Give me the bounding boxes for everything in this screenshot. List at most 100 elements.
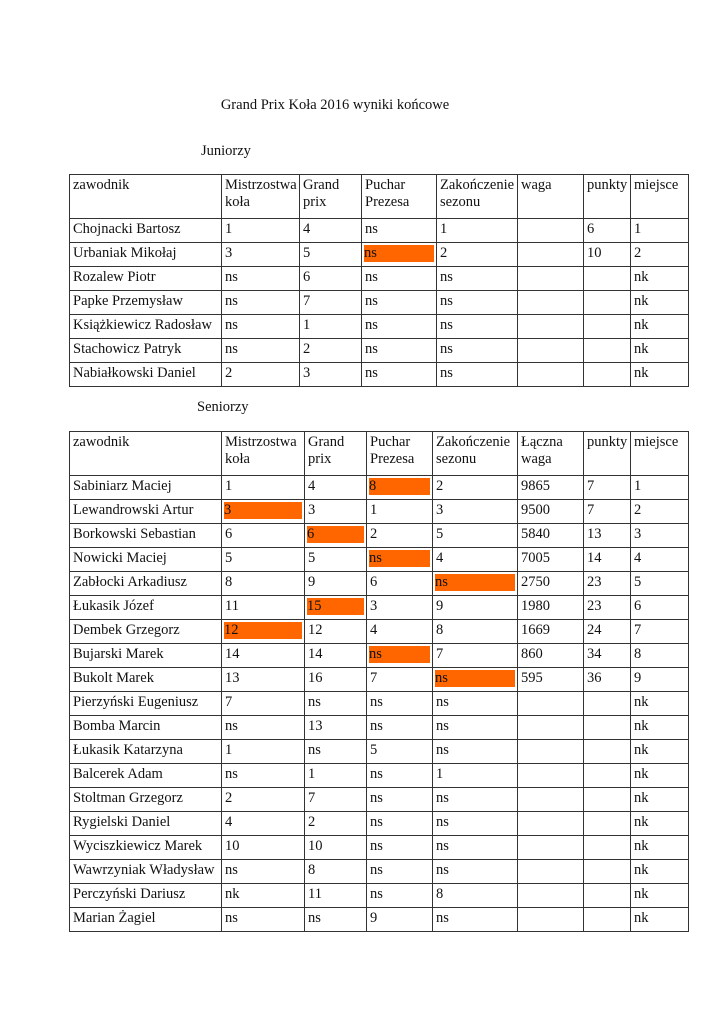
table-row: Bomba Marcin ns 13 ns ns nk bbox=[69, 715, 689, 740]
result-cell: 2 bbox=[221, 787, 305, 812]
result-cell: 12 bbox=[221, 619, 305, 644]
column-header: punkty bbox=[583, 431, 631, 476]
result-cell: 13 bbox=[304, 715, 367, 740]
result-cell bbox=[583, 811, 631, 836]
competitor-name-cell: Bomba Marcin bbox=[69, 715, 222, 740]
competitor-name-cell: Balcerek Adam bbox=[69, 763, 222, 788]
result-cell: 5 bbox=[432, 523, 518, 548]
competitor-name-cell: Borkowski Sebastian bbox=[69, 523, 222, 548]
header-row: zawodnik Mistrzostwa koła Grand prix Puchar… bbox=[69, 174, 689, 219]
table-row: Nowicki Maciej 5 5 ns 4 7005 14 4 bbox=[69, 547, 689, 572]
result-cell bbox=[583, 338, 631, 363]
result-cell: nk bbox=[630, 362, 689, 387]
result-cell bbox=[517, 835, 584, 860]
table-row: Zabłocki Arkadiusz 8 9 6 ns 2750 23 5 bbox=[69, 571, 689, 596]
competitor-name-cell: Zabłocki Arkadiusz bbox=[69, 571, 222, 596]
result-cell: 1 bbox=[299, 314, 362, 339]
table-row: Stachowicz Patryk ns 2 ns ns nk bbox=[69, 338, 689, 363]
result-cell: 13 bbox=[583, 523, 631, 548]
result-cell: ns bbox=[361, 290, 437, 315]
result-cell: ns bbox=[221, 715, 305, 740]
result-cell: 1 bbox=[221, 739, 305, 764]
competitor-name-cell: Papke Przemysław bbox=[69, 290, 222, 315]
highlighted-value: 15 bbox=[307, 598, 364, 615]
result-cell: ns bbox=[366, 715, 433, 740]
result-cell: nk bbox=[630, 907, 689, 932]
result-cell: 2 bbox=[299, 338, 362, 363]
competitor-name-cell: Stachowicz Patryk bbox=[69, 338, 222, 363]
competitor-name-cell: Rozalew Piotr bbox=[69, 266, 222, 291]
result-cell: ns bbox=[366, 547, 433, 572]
result-cell: ns bbox=[221, 907, 305, 932]
competitor-name-cell: Wawrzyniak Władysław bbox=[69, 859, 222, 884]
result-cell bbox=[583, 835, 631, 860]
highlighted-value: ns bbox=[369, 646, 430, 663]
result-cell: 5 bbox=[366, 739, 433, 764]
result-cell: 6 bbox=[221, 523, 305, 548]
result-cell: 16 bbox=[304, 667, 367, 692]
highlighted-value: ns bbox=[369, 550, 430, 567]
result-cell: 8 bbox=[432, 883, 518, 908]
competitor-name-cell: Łukasik Józef bbox=[69, 595, 222, 620]
result-cell: 6 bbox=[630, 595, 689, 620]
result-cell: 5 bbox=[304, 547, 367, 572]
result-cell: 7 bbox=[583, 499, 631, 524]
competitor-name-cell: Książkiewicz Radosław bbox=[69, 314, 222, 339]
result-cell: 11 bbox=[221, 595, 305, 620]
result-cell: 5 bbox=[299, 242, 362, 267]
column-header: Mistrzostwa koła bbox=[221, 431, 305, 476]
result-cell: 2 bbox=[432, 475, 518, 500]
result-cell: ns bbox=[366, 811, 433, 836]
column-header: miejsce bbox=[630, 174, 689, 219]
result-cell: 9 bbox=[366, 907, 433, 932]
result-cell bbox=[517, 907, 584, 932]
result-cell: 3 bbox=[630, 523, 689, 548]
table-row: Bukolt Marek 13 16 7 ns 595 36 9 bbox=[69, 667, 689, 692]
result-cell: 1 bbox=[221, 475, 305, 500]
table-row: Rygielski Daniel 4 2 ns ns nk bbox=[69, 811, 689, 836]
competitor-name-cell: Marian Żagiel bbox=[69, 907, 222, 932]
result-cell bbox=[583, 763, 631, 788]
result-cell: 15 bbox=[304, 595, 367, 620]
result-cell: 4 bbox=[221, 811, 305, 836]
result-cell: 9500 bbox=[517, 499, 584, 524]
result-cell: 10 bbox=[583, 242, 631, 267]
result-cell: nk bbox=[630, 883, 689, 908]
column-header: Zakończenie sezonu bbox=[436, 174, 518, 219]
result-cell: 7 bbox=[299, 290, 362, 315]
result-cell bbox=[583, 266, 631, 291]
result-cell bbox=[517, 811, 584, 836]
competitor-name-cell: Perczyński Dariusz bbox=[69, 883, 222, 908]
result-cell bbox=[517, 290, 584, 315]
seniors-results-table: zawodnik Mistrzostwa koła Grand prix Puchar… bbox=[69, 431, 689, 932]
juniors-results-table: zawodnik Mistrzostwa koła Grand prix Puchar… bbox=[69, 174, 689, 387]
result-cell: ns bbox=[361, 218, 437, 243]
result-cell: 7 bbox=[630, 619, 689, 644]
result-cell: ns bbox=[221, 314, 300, 339]
result-cell: 36 bbox=[583, 667, 631, 692]
result-cell: 2 bbox=[221, 362, 300, 387]
result-cell bbox=[517, 218, 584, 243]
competitor-name-cell: Bujarski Marek bbox=[69, 643, 222, 668]
result-cell bbox=[517, 338, 584, 363]
result-cell bbox=[517, 859, 584, 884]
result-cell: 3 bbox=[299, 362, 362, 387]
result-cell: ns bbox=[304, 691, 367, 716]
result-cell: ns bbox=[432, 691, 518, 716]
table-row: Łukasik Katarzyna 1 ns 5 ns nk bbox=[69, 739, 689, 764]
table-row: Chojnacki Bartosz 1 4 ns 1 6 1 bbox=[69, 218, 689, 243]
result-cell: 2 bbox=[630, 242, 689, 267]
result-cell: 7005 bbox=[517, 547, 584, 572]
result-cell: 9 bbox=[432, 595, 518, 620]
result-cell: 12 bbox=[304, 619, 367, 644]
result-cell: 2750 bbox=[517, 571, 584, 596]
result-cell bbox=[583, 883, 631, 908]
result-cell bbox=[517, 763, 584, 788]
result-cell bbox=[517, 715, 584, 740]
result-cell: 5 bbox=[221, 547, 305, 572]
result-cell: 14 bbox=[221, 643, 305, 668]
result-cell: nk bbox=[630, 835, 689, 860]
result-cell: ns bbox=[432, 571, 518, 596]
result-cell: ns bbox=[366, 787, 433, 812]
result-cell: 24 bbox=[583, 619, 631, 644]
